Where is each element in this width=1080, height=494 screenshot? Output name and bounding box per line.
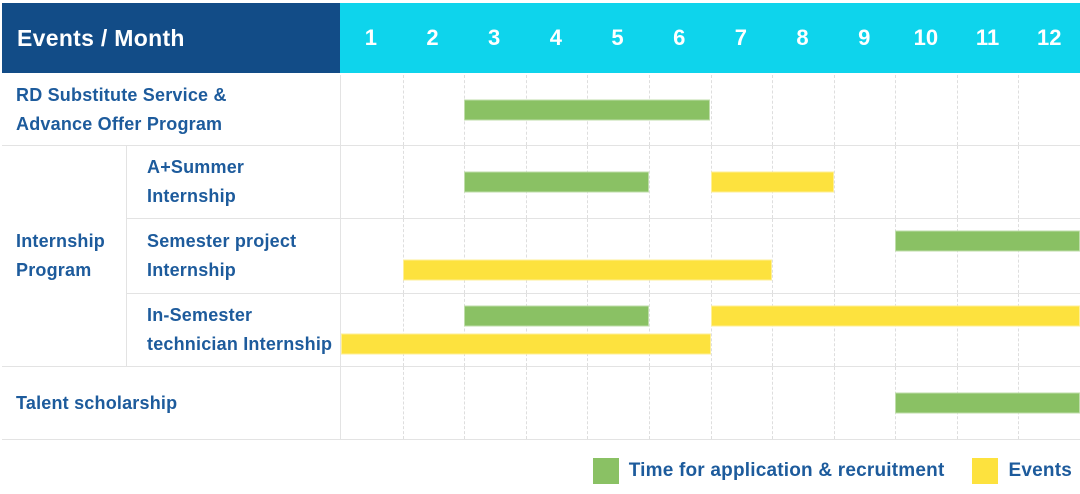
yellow-bar (710, 171, 834, 193)
grid-line (464, 219, 466, 293)
grid-line (772, 75, 774, 145)
grid-line (1018, 75, 1020, 145)
grid-line (772, 294, 774, 366)
month-label: 1 (364, 25, 377, 50)
grid-line (525, 219, 527, 293)
grid-line (525, 294, 527, 366)
grid-line (956, 75, 958, 145)
grid-line (833, 294, 835, 366)
yellow-bar (341, 333, 711, 355)
grid-line (895, 219, 897, 293)
row-label-semester-project-internship: Semester project Internship (126, 219, 340, 294)
grid-line (587, 219, 589, 293)
month-label: 4 (549, 25, 562, 50)
gantt-row-strip-in-semester-technician-internship (340, 294, 1080, 367)
grid-line (402, 294, 404, 366)
legend-yellow-swatch (972, 458, 999, 484)
row-label-talent-scholarship: Talent scholarship (2, 367, 340, 440)
row-label-rd-substitute-service: RD Substitute Service & Advance Offer Pr… (2, 75, 340, 146)
grid-line (587, 367, 589, 439)
gantt-row-strip-a-plus-summer-internship (340, 146, 1080, 219)
grid-line (402, 367, 404, 439)
yellow-bar (402, 259, 773, 281)
legend-item-events: Events (972, 458, 1072, 484)
month-label: 8 (796, 25, 809, 50)
gantt-row-strip-rd-substitute-service (340, 75, 1080, 146)
month-label: 11 (975, 25, 1000, 50)
grid-line (833, 75, 835, 145)
grid-line (648, 146, 650, 218)
grid-line (464, 294, 466, 366)
grid-line (833, 367, 835, 439)
grid-line (710, 75, 712, 145)
green-bar (895, 392, 1080, 414)
grid-line (956, 146, 958, 218)
month-label: 6 (673, 25, 686, 50)
grid-line (587, 294, 589, 366)
grid-line (1018, 294, 1020, 366)
grid-line (402, 146, 404, 218)
legend: Time for application & recruitment Event… (0, 452, 1072, 490)
month-label: 10 (913, 25, 939, 50)
grid-line (895, 75, 897, 145)
green-bar (895, 230, 1080, 252)
month-label: 2 (426, 25, 439, 50)
grid-line (710, 294, 712, 366)
month-label: 9 (858, 25, 871, 50)
grid-line (402, 219, 404, 293)
yellow-bar (710, 305, 1080, 327)
grid-line (833, 146, 835, 218)
grid-line (1018, 219, 1020, 293)
legend-label-events: Events (1008, 460, 1072, 481)
gantt-row-strip-talent-scholarship (340, 367, 1080, 440)
grid-line (772, 367, 774, 439)
gantt-body: RD Substitute Service & Advance Offer Pr… (2, 75, 1080, 440)
grid-line (1018, 146, 1020, 218)
row-label-in-semester-technician-internship: In-Semester technician Internship (126, 294, 340, 367)
grid-line (648, 219, 650, 293)
green-bar (464, 99, 711, 121)
grid-line (833, 219, 835, 293)
month-label: 7 (734, 25, 747, 50)
grid-line (710, 367, 712, 439)
grid-line (895, 146, 897, 218)
grid-line (648, 367, 650, 439)
month-label: 5 (611, 25, 624, 50)
grid-line (464, 367, 466, 439)
legend-item-application-recruitment: Time for application & recruitment (592, 458, 945, 484)
gantt-row-strip-semester-project-internship (340, 219, 1080, 294)
month-label: 3 (488, 25, 501, 50)
gantt-table: Events / Month 1 2 3 4 5 6 7 8 9 10 11 12 RD Substi… (2, 3, 1080, 440)
grid-line (956, 294, 958, 366)
legend-green-swatch (592, 458, 619, 484)
green-bar (464, 171, 649, 193)
grid-line (956, 219, 958, 293)
row-label-a-plus-summer-internship: A+Summer Internship (126, 146, 340, 219)
legend-label-application-recruitment: Time for application & recruitment (628, 460, 945, 481)
month-header-row: 1 2 3 4 5 6 7 8 9 10 11 12 (340, 3, 1080, 73)
grid-line (772, 219, 774, 293)
grid-line (895, 294, 897, 366)
grid-line (525, 367, 527, 439)
green-bar (464, 305, 649, 327)
grid-line (402, 75, 404, 145)
grid-line (710, 219, 712, 293)
page-title: Events / Month (2, 3, 340, 73)
group-label-internship-program: Internship Program (2, 146, 126, 367)
grid-line (648, 294, 650, 366)
table-header-row: Events / Month 1 2 3 4 5 6 7 8 9 10 11 12 (2, 3, 1080, 73)
month-label: 12 (1036, 25, 1062, 50)
